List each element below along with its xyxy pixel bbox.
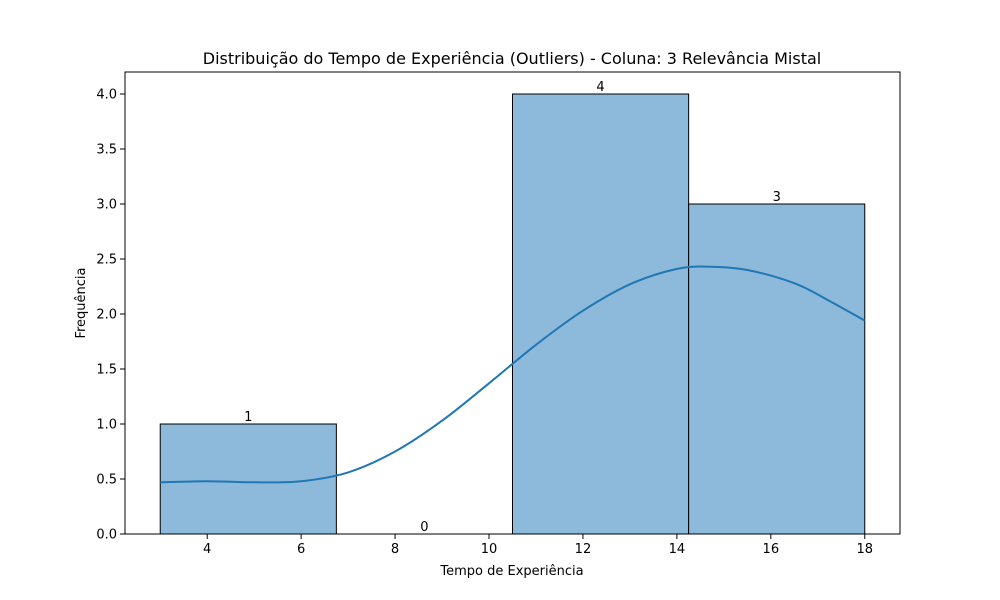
histogram-bar [688,203,866,535]
data-labels-layer: 1 0 4 3 [244,80,781,535]
y-axis-ticks: 0.0 0.5 1.0 1.5 2.0 2.5 3.0 3.5 4.0 [96,88,125,543]
y-tick-label: 3.0 [96,198,117,213]
y-tick-label: 0.0 [96,528,117,543]
plot-area-frame [124,71,901,535]
x-tick-label: 6 [297,542,305,557]
y-tick-label: 1.5 [96,363,117,378]
x-tick-label: 4 [203,542,211,557]
bar-value-label: 4 [596,80,604,95]
y-tick-label: 1.0 [96,418,117,433]
x-tick-label: 12 [575,542,592,557]
y-tick-label: 4.0 [96,88,117,103]
x-tick-label: 18 [856,542,873,557]
x-tick-label: 8 [391,542,399,557]
chart-title: Distribuição do Tempo de Experiência (Ou… [203,49,821,68]
y-tick-label: 2.5 [96,253,117,268]
y-tick-label: 2.0 [96,308,117,323]
y-tick-label: 3.5 [96,143,117,158]
kde-line [160,265,866,484]
x-tick-label: 16 [763,542,780,557]
x-tick-label: 10 [481,542,498,557]
x-axis-title: Tempo de Experiência [439,564,583,579]
bar-value-label: 1 [244,410,252,425]
bars-layer [159,93,866,535]
y-tick-label: 0.5 [96,473,117,488]
x-tick-label: 14 [669,542,686,557]
bar-value-label: 3 [773,190,781,205]
x-axis-ticks: 4 6 8 10 12 14 16 18 [203,534,873,557]
bar-value-label: 0 [420,520,428,535]
y-axis-title: Frequência [74,267,89,338]
histogram-bar [512,93,690,535]
histogram-bar [159,423,337,535]
